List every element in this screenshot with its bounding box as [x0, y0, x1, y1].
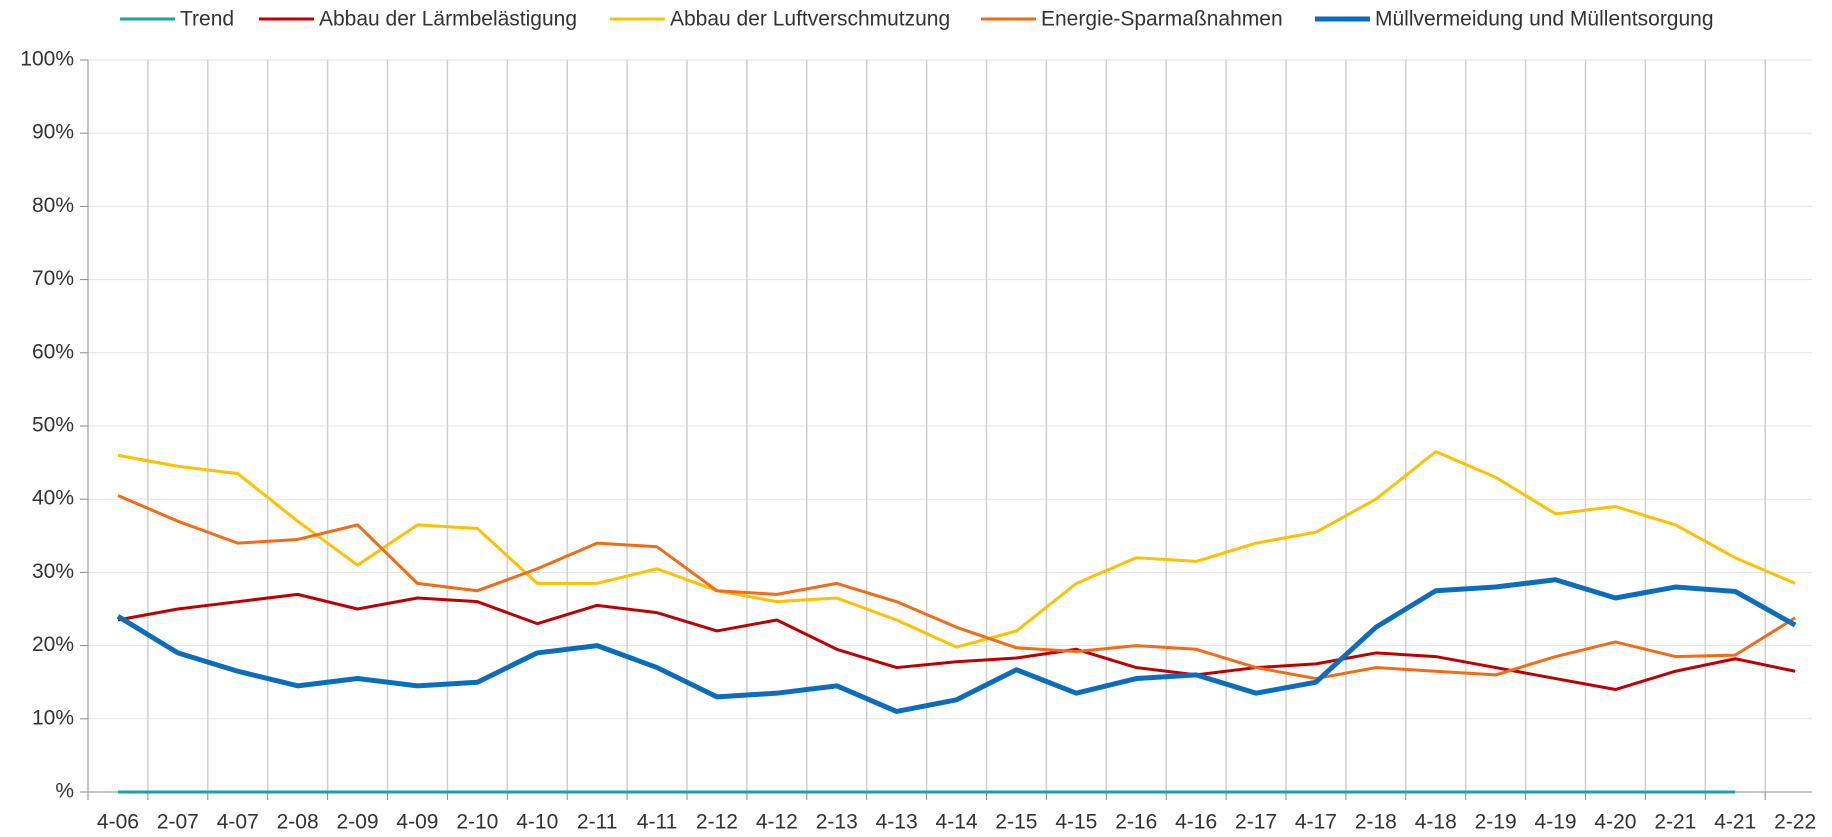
legend-label: Trend [180, 8, 234, 31]
x-tick-label: 2-08 [277, 811, 319, 834]
y-tick-label: 100% [20, 48, 74, 71]
x-tick-label: 4-17 [1295, 811, 1337, 834]
y-tick-label: 20% [32, 633, 74, 656]
y-tick-label: 10% [32, 706, 74, 729]
legend-label: Abbau der Lärmbelästigung [319, 8, 577, 31]
series-line [116, 577, 1797, 714]
x-tick-label: 2-13 [816, 811, 858, 834]
series-line [117, 450, 1796, 649]
y-tick-label: 40% [32, 487, 74, 510]
y-tick-label: 30% [32, 560, 74, 583]
series-line [117, 592, 1796, 692]
y-tick-label: 90% [32, 121, 74, 144]
x-tick-label: 4-18 [1415, 811, 1457, 834]
x-tick-label: 4-06 [97, 811, 139, 834]
x-tick-label: 2-22 [1774, 811, 1816, 834]
x-tick-label: 2-18 [1355, 811, 1397, 834]
x-tick-label: 2-19 [1475, 811, 1517, 834]
x-tick-label: 4-19 [1535, 811, 1577, 834]
x-tick-label: 4-14 [936, 811, 978, 834]
y-tick-label: 60% [32, 340, 74, 363]
x-tick-label: 4-16 [1175, 811, 1217, 834]
x-tick-label: 2-11 [577, 811, 617, 834]
x-tick-label: 2-16 [1115, 811, 1157, 834]
x-tick-label: 4-12 [756, 811, 798, 834]
x-tick-label: 4-10 [516, 811, 558, 834]
legend-label: Müllvermeidung und Müllentsorgung [1375, 8, 1714, 31]
x-tick-label: 4-09 [396, 811, 438, 834]
legend-label: Energie-Sparmaßnahmen [1041, 8, 1283, 31]
x-tick-label: 2-09 [337, 811, 379, 834]
x-tick-label: 4-15 [1055, 811, 1097, 834]
y-tick-label: 80% [32, 194, 74, 217]
y-tick-label: 50% [32, 414, 74, 437]
x-tick-label: 2-15 [995, 811, 1037, 834]
x-tick-label: 4-20 [1594, 811, 1636, 834]
y-tick-label: % [55, 780, 74, 803]
x-tick-label: 2-21 [1654, 811, 1696, 834]
y-tick-label: 70% [32, 267, 74, 290]
x-tick-label: 4-21 [1714, 811, 1756, 834]
x-tick-label: 4-13 [876, 811, 918, 834]
x-tick-label: 2-07 [157, 811, 199, 834]
x-tick-label: 4-11 [637, 811, 677, 834]
x-tick-label: 2-12 [696, 811, 738, 834]
x-tick-label: 2-17 [1235, 811, 1277, 834]
legend-label: Abbau der Luftverschmutzung [670, 8, 950, 31]
x-tick-label: 4-07 [217, 811, 259, 834]
x-tick-label: 2-10 [456, 811, 498, 834]
series-line [117, 494, 1796, 681]
